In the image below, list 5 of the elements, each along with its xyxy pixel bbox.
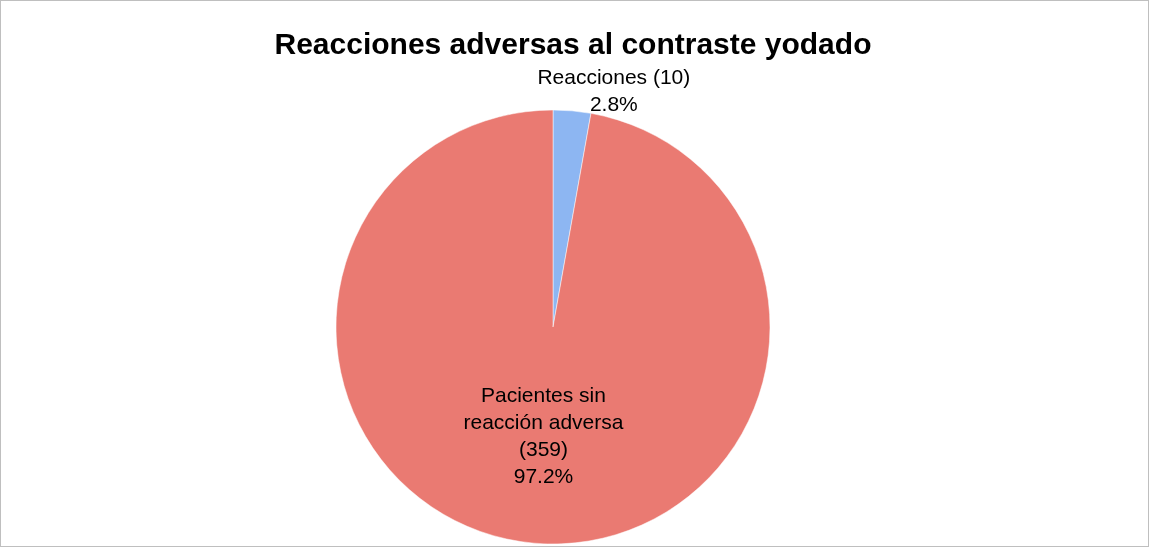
data-label: 97.2%: [513, 463, 574, 487]
slice-label: Reacciones (10): [537, 65, 691, 89]
slice-label: Pacientes sin reacción adversa (359): [463, 382, 624, 460]
chart-title: Reacciones adversas al contraste yodado: [274, 27, 872, 60]
data-label: 2.8%: [589, 92, 638, 116]
